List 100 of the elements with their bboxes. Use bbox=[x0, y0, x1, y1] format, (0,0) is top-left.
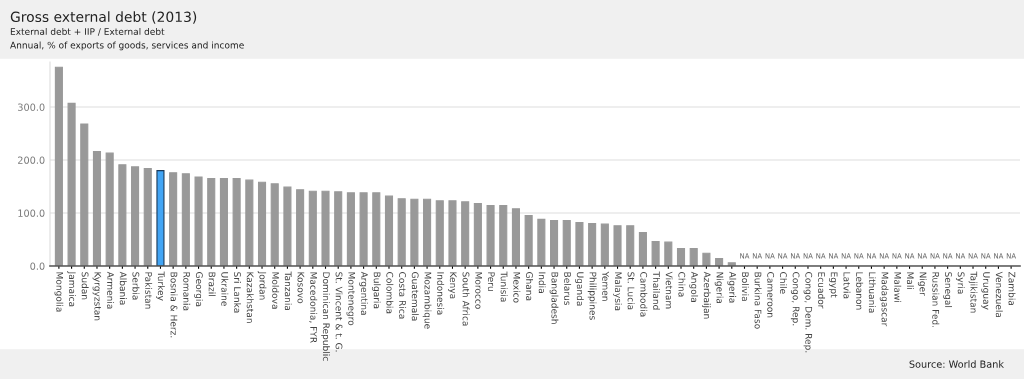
source-note: Source: World Bank bbox=[909, 360, 1004, 368]
bar bbox=[194, 176, 203, 266]
bar bbox=[448, 200, 457, 266]
x-tick-label: Sri Lanka bbox=[234, 272, 241, 313]
x-tick-label: Egypt bbox=[829, 272, 838, 298]
bar bbox=[346, 192, 355, 266]
y-tick-label: 200.0 bbox=[18, 156, 45, 164]
x-tick-label: Cameroon bbox=[767, 272, 775, 318]
bar bbox=[638, 232, 647, 266]
x-tick-label: Macedonia, FYR bbox=[309, 272, 318, 343]
bar bbox=[549, 219, 559, 266]
x-tick-label: India bbox=[538, 272, 546, 293]
bar bbox=[423, 198, 432, 266]
x-tick-label: Kyrgyzstan bbox=[92, 272, 102, 321]
x-tick-label: St. Vincent & t. G. bbox=[335, 272, 343, 352]
x-tick-label: Mexico bbox=[513, 272, 521, 303]
x-tick-label: Montenegro bbox=[346, 272, 355, 326]
bar bbox=[499, 205, 508, 266]
bar bbox=[626, 225, 635, 266]
bar bbox=[575, 221, 584, 266]
x-tick-label: Mali bbox=[906, 272, 914, 290]
bar bbox=[245, 179, 254, 266]
x-tick-label: Mozambique bbox=[422, 272, 432, 329]
x-tick-label: Dominican Republic bbox=[321, 272, 330, 361]
bar bbox=[702, 252, 711, 266]
x-tick-label: Tanzania bbox=[284, 271, 292, 311]
x-tick-label: Zambia bbox=[1008, 271, 1016, 306]
x-tick-label: Philippines bbox=[587, 272, 597, 320]
chart-title: Gross external debt (2013) bbox=[10, 11, 197, 24]
x-tick-label: Morocco bbox=[475, 272, 482, 309]
bar bbox=[207, 178, 216, 266]
chart-subtitle: External debt + IIP / External debt Annual, % of exports of goods, services and income bbox=[10, 28, 244, 51]
x-tick-label: Indonesia bbox=[437, 272, 445, 315]
bar bbox=[473, 202, 482, 266]
bar bbox=[232, 178, 241, 266]
bar bbox=[359, 192, 368, 266]
bar bbox=[397, 198, 406, 266]
bar bbox=[308, 190, 317, 266]
x-tick-label: Russian Fed. bbox=[932, 272, 940, 328]
x-tick-label: Kenya bbox=[448, 272, 457, 299]
x-tick-label: Azerbaijan bbox=[702, 271, 711, 319]
x-tick-label: Guatemala bbox=[411, 272, 419, 321]
x-tick-label: Senegal bbox=[943, 272, 952, 308]
x-tick-label: Syria bbox=[955, 272, 965, 294]
bar bbox=[105, 152, 114, 266]
x-tick-label: Jordan bbox=[257, 271, 267, 300]
bar bbox=[435, 200, 444, 266]
x-tick-label: Niger bbox=[917, 272, 927, 296]
x-tick-label: Bangladesh bbox=[549, 272, 559, 324]
x-tick-label: Ecuador bbox=[818, 272, 826, 309]
x-tick-label: Albania bbox=[119, 271, 127, 305]
x-tick-label: Armenia bbox=[107, 271, 115, 309]
bar bbox=[588, 223, 597, 266]
x-tick-label: Bulgaria bbox=[371, 272, 381, 309]
bar bbox=[92, 150, 102, 266]
bar bbox=[537, 218, 546, 266]
x-tick-label: Cambodia bbox=[640, 272, 648, 317]
x-tick-label: Malaysia bbox=[613, 272, 622, 311]
bar bbox=[410, 198, 419, 266]
x-tick-label: Uruguay bbox=[981, 272, 990, 310]
bar bbox=[600, 223, 609, 266]
bar bbox=[181, 173, 190, 266]
x-tick-label: Lebanon bbox=[856, 272, 864, 310]
x-tick-label: St. Lucia bbox=[627, 272, 635, 310]
x-tick-label: Congo, Rep. bbox=[790, 272, 800, 326]
y-tick-label: 0.0 bbox=[30, 262, 45, 270]
x-tick-label: Algeria bbox=[727, 271, 737, 303]
x-tick-label: Mongolia bbox=[54, 272, 64, 312]
bar bbox=[651, 241, 660, 266]
bar bbox=[613, 225, 622, 266]
x-tick-label: Burkina Faso bbox=[754, 272, 762, 329]
x-tick-label: Vietnam bbox=[665, 271, 673, 309]
x-tick-label: Brazil bbox=[208, 272, 216, 296]
bar bbox=[169, 172, 178, 266]
bar bbox=[156, 170, 165, 266]
bar bbox=[676, 247, 686, 266]
x-tick-label: Tunisia bbox=[500, 271, 508, 302]
y-tick-label: 100.0 bbox=[18, 209, 45, 217]
bar bbox=[689, 247, 698, 266]
x-tick-label: Pakistan bbox=[145, 272, 153, 309]
bar bbox=[54, 66, 63, 266]
y-tick-label: 300.0 bbox=[18, 103, 45, 111]
x-tick-label: Kazakhstan bbox=[246, 272, 254, 323]
bar bbox=[131, 166, 140, 266]
x-tick-label: Thailand bbox=[653, 271, 660, 310]
x-tick-label: Moldova bbox=[272, 272, 280, 309]
x-tick-label: Nigeria bbox=[714, 272, 724, 304]
bar bbox=[461, 201, 470, 266]
bar bbox=[80, 123, 89, 266]
x-tick-label: Georgia bbox=[194, 272, 203, 307]
bar bbox=[257, 181, 267, 266]
x-tick-label: Turkey bbox=[156, 271, 165, 301]
bar bbox=[296, 189, 305, 266]
x-tick-label: Argentina bbox=[359, 271, 368, 315]
bar bbox=[562, 219, 571, 266]
x-tick-label: Bolivia bbox=[741, 272, 749, 301]
bar bbox=[321, 190, 330, 266]
bar bbox=[334, 191, 343, 266]
x-tick-label: Colombia bbox=[386, 272, 394, 314]
x-tick-label: Ukraine bbox=[221, 272, 229, 306]
